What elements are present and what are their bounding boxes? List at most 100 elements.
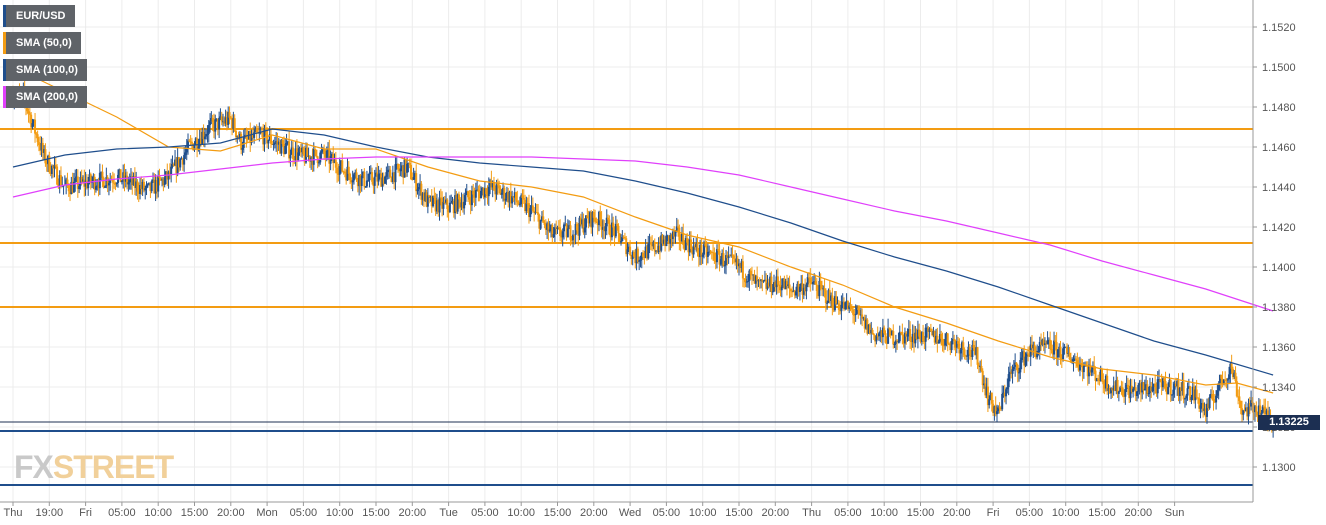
candle-body bbox=[999, 408, 1002, 410]
candle-body bbox=[299, 148, 302, 153]
candle-body bbox=[780, 286, 783, 291]
candle-body bbox=[813, 281, 816, 283]
legend-swatch bbox=[3, 59, 6, 81]
candle-body bbox=[302, 147, 305, 155]
candle-body bbox=[1111, 388, 1114, 391]
y-tick-label: 1.1400 bbox=[1262, 262, 1296, 274]
candle-body bbox=[294, 148, 297, 161]
candle-body bbox=[826, 302, 829, 304]
candle-body bbox=[848, 305, 851, 309]
candle-body bbox=[1169, 380, 1172, 396]
candle-body bbox=[1038, 341, 1041, 351]
candle-body bbox=[548, 229, 551, 232]
candle-body bbox=[789, 288, 792, 292]
legend-item-eurusd[interactable]: EUR/USD bbox=[3, 5, 87, 27]
candle-body bbox=[779, 285, 782, 291]
candle-body bbox=[158, 175, 161, 179]
candle-body bbox=[1204, 408, 1207, 417]
candle-body bbox=[85, 180, 88, 189]
candle-body bbox=[815, 284, 818, 292]
x-tick-label: 10:00 bbox=[1052, 507, 1080, 519]
candle-body bbox=[347, 166, 350, 174]
candle-body bbox=[744, 279, 747, 283]
candle-body bbox=[1089, 364, 1092, 373]
candle-body bbox=[448, 202, 451, 213]
candle-body bbox=[240, 133, 243, 150]
candle-body bbox=[1003, 392, 1006, 397]
candle-body bbox=[542, 216, 545, 223]
y-tick-label: 1.1360 bbox=[1262, 342, 1296, 354]
candle-body bbox=[512, 196, 515, 198]
candle-body bbox=[1138, 383, 1141, 386]
candle-body bbox=[241, 147, 244, 150]
candle-body bbox=[288, 141, 291, 159]
candle-body bbox=[800, 283, 803, 287]
candle-body bbox=[664, 239, 667, 247]
candle-body bbox=[1106, 375, 1109, 391]
legend-item-sma50[interactable]: SMA (50,0) bbox=[3, 32, 87, 54]
x-tick-label: 10:00 bbox=[144, 507, 172, 519]
candle-body bbox=[708, 251, 711, 253]
candle-body bbox=[835, 296, 838, 305]
candle-body bbox=[153, 179, 156, 194]
candle-body bbox=[822, 288, 825, 290]
candle-body bbox=[196, 138, 199, 149]
candle-body bbox=[480, 190, 483, 199]
x-tick-label: 05:00 bbox=[290, 507, 318, 519]
candle-body bbox=[911, 333, 914, 343]
candle-body bbox=[1117, 391, 1120, 394]
candle-body bbox=[1194, 389, 1197, 401]
candle-body bbox=[319, 152, 322, 163]
candle-body bbox=[350, 180, 353, 183]
candle-body bbox=[920, 332, 923, 342]
candle-body bbox=[144, 188, 147, 191]
candle-body bbox=[369, 172, 372, 174]
logo-part-fx: FX bbox=[14, 449, 54, 485]
candle-body bbox=[224, 117, 227, 124]
candle-body bbox=[923, 340, 926, 342]
candle-body bbox=[875, 335, 878, 342]
candle-body bbox=[945, 333, 948, 339]
candle-body bbox=[468, 197, 471, 200]
candle-body bbox=[613, 227, 616, 237]
candle-body bbox=[1261, 406, 1264, 413]
candle-body bbox=[894, 340, 897, 344]
candle-body bbox=[1084, 365, 1087, 367]
candle-body bbox=[1231, 368, 1234, 378]
candle-body bbox=[1120, 387, 1123, 389]
candle-body bbox=[1124, 388, 1127, 397]
candle-body bbox=[304, 147, 307, 163]
candle-body bbox=[303, 154, 306, 163]
candle-body bbox=[604, 226, 607, 232]
candle-body bbox=[1032, 344, 1035, 349]
candle-body bbox=[1006, 387, 1009, 390]
legend-item-sma100[interactable]: SMA (100,0) bbox=[3, 59, 87, 81]
x-tick-label: Thu bbox=[4, 507, 23, 519]
candle-body bbox=[562, 224, 565, 232]
candle-body bbox=[170, 166, 173, 176]
candle-body bbox=[661, 235, 664, 244]
candle-body bbox=[1260, 412, 1263, 417]
candle-body bbox=[452, 200, 455, 214]
legend-item-sma200[interactable]: SMA (200,0) bbox=[3, 86, 87, 108]
candle-body bbox=[476, 189, 479, 191]
candle-body bbox=[617, 225, 620, 234]
candle-body bbox=[59, 175, 62, 187]
candle-body bbox=[1139, 383, 1142, 393]
candles bbox=[12, 80, 1275, 438]
candle-body bbox=[513, 192, 516, 198]
candle-body bbox=[942, 345, 945, 347]
candle-body bbox=[1104, 375, 1107, 389]
candle-body bbox=[351, 180, 354, 183]
candle-body bbox=[1189, 386, 1192, 401]
candle-body bbox=[1018, 372, 1021, 374]
candle-body bbox=[796, 283, 799, 292]
candle-body bbox=[533, 210, 536, 213]
candle-body bbox=[142, 181, 145, 191]
candle-body bbox=[1088, 364, 1091, 377]
candle-body bbox=[919, 336, 922, 342]
candle-body bbox=[164, 171, 167, 178]
candle-body bbox=[570, 239, 573, 241]
candle-body bbox=[763, 279, 766, 281]
